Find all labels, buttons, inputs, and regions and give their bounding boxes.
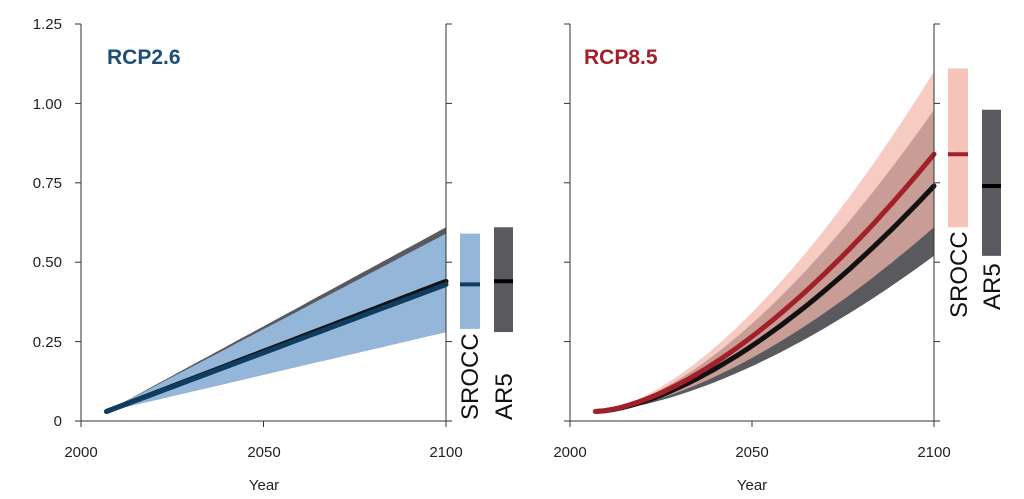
srocc-likely-range-band xyxy=(595,71,934,412)
x-tick-label: 2100 xyxy=(429,444,462,461)
srocc-range-bar xyxy=(460,233,480,329)
y-tick-label: 0.75 xyxy=(33,175,62,192)
rcp85-x-axis-title: Year xyxy=(737,477,767,494)
ar5-bar-label: AR5 xyxy=(491,373,518,420)
rcp26-uncertainty-bands xyxy=(106,227,446,412)
y-tick-label: 0 xyxy=(54,413,62,430)
rcp85-range-bars xyxy=(948,68,1001,256)
srocc-bar-label: SROCC xyxy=(457,333,484,420)
x-tick-label: 2050 xyxy=(735,444,768,461)
y-tick-label: 0.50 xyxy=(33,254,62,271)
rcp26-axes xyxy=(75,23,452,427)
x-tick-label: 2000 xyxy=(64,444,97,461)
ar5-range-bar xyxy=(982,109,1001,256)
rcp85-uncertainty-bands xyxy=(595,71,934,412)
rcp26-panel: RCP2.6 Year 2000 2050 2100 0 0.25 0.50 0… xyxy=(33,16,518,494)
rcp85-axes xyxy=(564,23,940,427)
ar5-bar-label: AR5 xyxy=(979,263,1006,310)
rcp26-range-bars xyxy=(460,227,513,333)
srocc-bar-label: SROCC xyxy=(946,231,973,318)
y-tick-label: 0.25 xyxy=(33,334,62,351)
y-tick-label: 1.25 xyxy=(33,16,62,33)
rcp85-median-lines xyxy=(593,151,937,414)
ar5-likely-range-band xyxy=(106,227,446,412)
rcp26-panel-title: RCP2.6 xyxy=(107,46,181,69)
x-tick-label: 2100 xyxy=(917,444,950,461)
x-tick-label: 2000 xyxy=(553,444,586,461)
srocc-range-bar xyxy=(948,68,968,228)
rcp26-median-lines xyxy=(104,278,449,414)
srocc-median-line xyxy=(104,281,449,414)
x-tick-label: 2050 xyxy=(247,444,280,461)
srocc-likely-range-band xyxy=(106,233,446,412)
rcp85-panel-title: RCP8.5 xyxy=(584,46,658,69)
rcp85-panel: RCP8.5 Year 2000 2050 2100 SROCC AR5 xyxy=(553,23,1006,494)
y-tick-label: 1.00 xyxy=(33,96,62,113)
rcp26-x-axis-title: Year xyxy=(249,477,279,494)
srocc-median-line xyxy=(593,151,937,414)
